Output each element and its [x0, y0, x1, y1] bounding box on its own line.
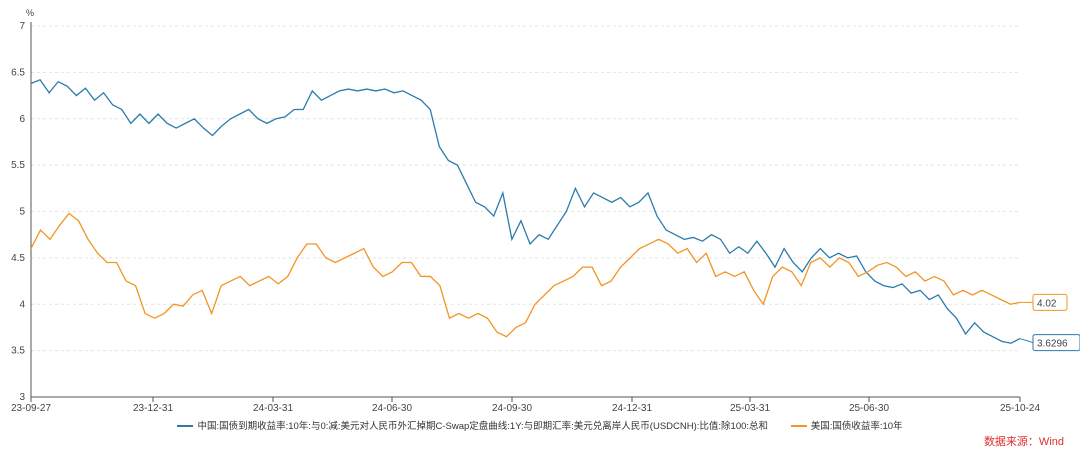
x-tick-label: 25-10-24	[1000, 403, 1040, 414]
x-tick-label: 23-12-31	[133, 403, 173, 414]
x-tick-label: 24-06-30	[372, 403, 412, 414]
y-tick-label: 6.5	[11, 67, 25, 78]
y-tick-label: 7	[19, 21, 25, 32]
legend-item-china[interactable]: 中国:国债到期收益率:10年:与0:减:美元对人民币外汇掉期C-Swap定盘曲线…	[177, 421, 768, 432]
last-value-leader	[1019, 338, 1034, 344]
series-line-1	[30, 212, 1021, 338]
y-tick-label: 4	[19, 299, 25, 310]
x-tick-label: 24-12-31	[612, 403, 652, 414]
last-value-label: 4.02	[1037, 298, 1057, 309]
x-tick-label: 23-09-27	[11, 403, 51, 414]
legend-swatch	[177, 425, 194, 428]
last-value-box	[1032, 334, 1080, 352]
x-tick-label: 25-06-30	[849, 403, 889, 414]
y-tick-label: 3	[19, 392, 25, 403]
legend-label: 美国:国债收益率:10年	[810, 421, 903, 432]
legend: 中国:国债到期收益率:10年:与0:减:美元对人民币外汇掉期C-Swap定盘曲线…	[0, 418, 1080, 432]
y-tick-label: 5.5	[11, 160, 25, 171]
legend-label: 中国:国债到期收益率:10年:与0:减:美元对人民币外汇掉期C-Swap定盘曲线…	[197, 421, 769, 432]
x-tick-label: 24-09-30	[492, 403, 532, 414]
y-tick-label: 3.5	[11, 346, 25, 357]
last-value-box	[1032, 293, 1068, 311]
data-source: 数据来源：Wind	[983, 436, 1064, 448]
y-tick-label: 5	[19, 207, 25, 218]
y-unit-label: %	[26, 8, 35, 18]
series-line-0	[30, 78, 1021, 344]
last-value-label: 3.6296	[1037, 339, 1068, 350]
y-tick-label: 4.5	[11, 253, 25, 264]
x-tick-label: 24-03-31	[253, 403, 293, 414]
x-tick-label: 25-03-31	[730, 403, 770, 414]
legend-item-us[interactable]: 美国:国债收益率:10年	[790, 421, 903, 432]
y-tick-label: 6	[19, 114, 25, 125]
legend-swatch	[790, 425, 807, 428]
